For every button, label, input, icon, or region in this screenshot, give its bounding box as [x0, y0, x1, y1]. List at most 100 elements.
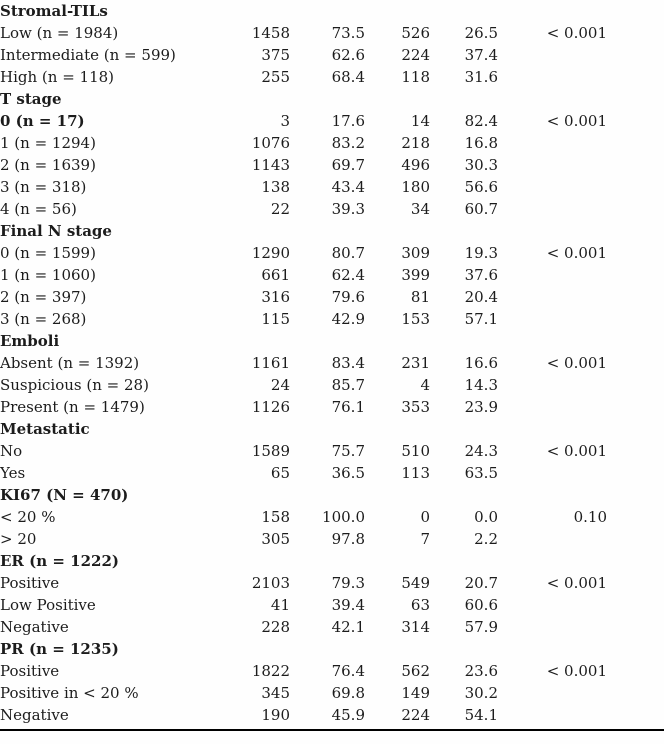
cell-percent-group1: 43.4	[331, 178, 365, 196]
cell-p-value	[498, 462, 607, 484]
empty-cell	[498, 638, 607, 660]
cell-count-group2: 314	[401, 618, 430, 636]
empty-cell	[607, 330, 664, 352]
row-label: Intermediate (n = 599)	[0, 46, 176, 64]
empty-cell	[230, 418, 290, 440]
section-header-label: Final N stage	[0, 222, 112, 240]
cell-percent-group2: 16.8	[464, 134, 498, 152]
empty-cell	[498, 330, 607, 352]
cell-percent-group1: 39.3	[331, 200, 365, 218]
cell-count-group2: 113	[401, 464, 430, 482]
cell-p-value	[498, 594, 607, 616]
empty-cell	[290, 88, 365, 110]
table-bottom-rule	[0, 729, 664, 731]
cell-percent-group2: 30.3	[464, 156, 498, 174]
empty-cell	[290, 484, 365, 506]
empty-cell	[365, 0, 430, 22]
empty-cell	[290, 0, 365, 22]
empty-cell	[365, 220, 430, 242]
table-row: High (n = 118) 255 68.4 118 31.6	[0, 66, 664, 88]
cell-percent-group2: 19.3	[464, 244, 498, 262]
section-header-label: Emboli	[0, 332, 60, 350]
table-row: > 20 305 97.8 7 2.2	[0, 528, 664, 550]
table-row: 0 (n = 1599) 1290 80.7 309 19.3 < 0.001	[0, 242, 664, 264]
row-label: Positive	[0, 662, 60, 680]
empty-cell	[365, 330, 430, 352]
cell-percent-group1: 69.7	[331, 156, 365, 174]
table-row: Low Positive 41 39.4 63 60.6	[0, 594, 664, 616]
cell-count-group1: 115	[261, 310, 290, 328]
cell-count-group1: 190	[261, 706, 290, 724]
empty-cell	[290, 638, 365, 660]
cell-count-group2: 224	[401, 46, 430, 64]
table-row: 0 (n = 17) 3 17.6 14 82.4 < 0.001	[0, 110, 664, 132]
cell-count-group2: 0	[420, 508, 430, 526]
section-header-row: ER (n = 1222)	[0, 550, 664, 572]
cell-percent-group2: 0.0	[474, 508, 498, 526]
cell-percent-group2: 57.9	[464, 618, 498, 636]
cell-percent-group1: 100.0	[322, 508, 365, 526]
cell-percent-group1: 76.4	[331, 662, 365, 680]
cell-p-value	[498, 154, 607, 176]
row-label: 2 (n = 1639)	[0, 156, 96, 174]
spacer-cell	[607, 22, 664, 44]
cell-p-value: < 0.001	[546, 354, 607, 372]
empty-cell	[607, 220, 664, 242]
empty-cell	[607, 484, 664, 506]
empty-cell	[607, 88, 664, 110]
cell-percent-group2: 24.3	[464, 442, 498, 460]
cell-count-group1: 255	[261, 68, 290, 86]
row-label: Yes	[0, 464, 26, 482]
spacer-cell	[607, 704, 664, 726]
cell-count-group1: 661	[261, 266, 290, 284]
cell-percent-group1: 62.6	[331, 46, 365, 64]
cell-p-value: < 0.001	[546, 574, 607, 592]
cell-percent-group1: 62.4	[331, 266, 365, 284]
cell-count-group1: 65	[270, 464, 290, 482]
cell-count-group2: 153	[401, 310, 430, 328]
section-header-label: T stage	[0, 90, 62, 108]
empty-cell	[290, 418, 365, 440]
row-label: 3 (n = 318)	[0, 178, 87, 196]
cell-percent-group1: 75.7	[331, 442, 365, 460]
row-label: Positive	[0, 574, 60, 592]
empty-cell	[498, 88, 607, 110]
empty-cell	[607, 0, 664, 22]
cell-count-group2: 562	[401, 662, 430, 680]
cell-percent-group2: 31.6	[464, 68, 498, 86]
empty-cell	[498, 220, 607, 242]
empty-cell	[365, 418, 430, 440]
table-row: Positive in < 20 % 345 69.8 149 30.2	[0, 682, 664, 704]
cell-p-value	[498, 198, 607, 220]
spacer-cell	[607, 572, 664, 594]
cell-count-group2: 224	[401, 706, 430, 724]
cell-p-value	[498, 44, 607, 66]
cell-count-group2: 14	[410, 112, 430, 130]
empty-cell	[290, 220, 365, 242]
empty-cell	[230, 638, 290, 660]
table-row: No 1589 75.7 510 24.3 < 0.001	[0, 440, 664, 462]
empty-cell	[365, 638, 430, 660]
cell-count-group1: 1126	[251, 398, 290, 416]
cell-percent-group1: 68.4	[331, 68, 365, 86]
empty-cell	[430, 88, 498, 110]
cell-percent-group2: 20.4	[464, 288, 498, 306]
cell-percent-group1: 83.4	[331, 354, 365, 372]
cell-count-group2: 180	[401, 178, 430, 196]
empty-cell	[430, 418, 498, 440]
cell-p-value	[498, 396, 607, 418]
table-row: Low (n = 1984) 1458 73.5 526 26.5 < 0.001	[0, 22, 664, 44]
cell-percent-group1: 42.9	[331, 310, 365, 328]
table-row: Absent (n = 1392) 1161 83.4 231 16.6 < 0.001	[0, 352, 664, 374]
cell-count-group1: 3	[280, 112, 290, 130]
spacer-cell	[607, 242, 664, 264]
row-label: Absent (n = 1392)	[0, 354, 140, 372]
spacer-cell	[607, 264, 664, 286]
cell-p-value: < 0.001	[546, 442, 607, 460]
cell-count-group2: 218	[401, 134, 430, 152]
table-row: 3 (n = 318) 138 43.4 180 56.6	[0, 176, 664, 198]
row-label: Present (n = 1479)	[0, 398, 145, 416]
cell-count-group1: 1290	[251, 244, 290, 262]
cell-count-group2: 7	[420, 530, 430, 548]
